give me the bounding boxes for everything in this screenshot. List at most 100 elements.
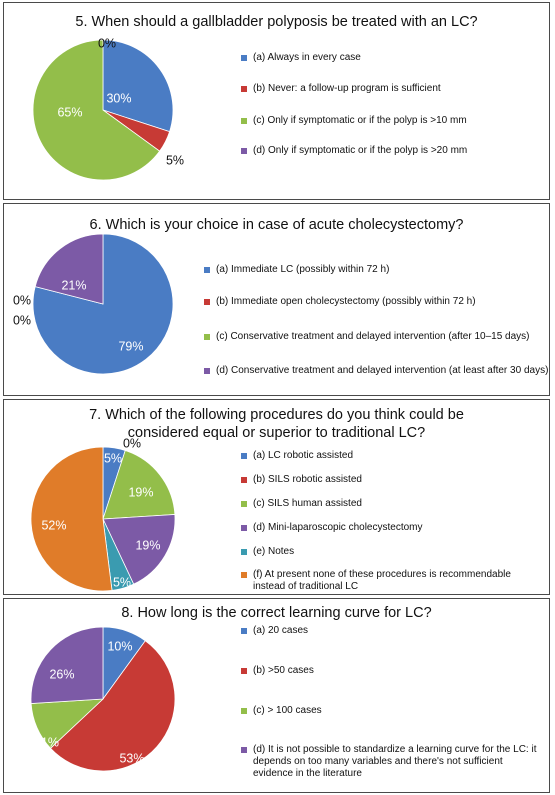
title-line: 7. Which of the following procedures do …: [89, 407, 464, 423]
chart-legend: (a) Immediate LC (possibly within 72 h) …: [204, 204, 549, 397]
data-label: 0%: [13, 293, 31, 307]
title-line: considered equal or superior to traditio…: [127, 425, 426, 441]
chart-title: 5. When should a gallbladder polyposis b…: [4, 13, 549, 31]
data-label: 0%: [13, 313, 31, 327]
pie-slice: [30, 626, 104, 704]
chart-legend: (a) 20 cases (b) >50 cases (c) > 100 cas…: [241, 599, 546, 794]
chart-panel-8: 8. How long is the correct learning curv…: [3, 598, 550, 793]
pie-slice: [32, 39, 161, 181]
legend-swatch: [241, 86, 247, 92]
legend-label: (a) Always in every case: [253, 52, 361, 63]
legend-swatch: [204, 334, 210, 340]
data-label: 52%: [41, 518, 66, 532]
chart-panel-5: 5. When should a gallbladder polyposis b…: [3, 2, 550, 200]
legend-label: (c) SILS human assisted: [253, 498, 362, 509]
data-label: 79%: [118, 339, 143, 353]
legend-item: (b) Never: a follow-up program is suffic…: [241, 83, 441, 95]
legend-item: (c) Conservative treatment and delayed i…: [204, 331, 530, 343]
legend-label: (c) Conservative treatment and delayed i…: [216, 331, 530, 342]
legend-label: (b) Never: a follow-up program is suffic…: [253, 83, 441, 94]
legend-item: (d) Only if symptomatic or if the polyp …: [241, 145, 467, 157]
data-label: 26%: [49, 667, 74, 681]
legend-item: (f) At present none of these procedures …: [241, 569, 531, 593]
legend-swatch: [204, 368, 210, 374]
legend-item: (a) 20 cases: [241, 625, 308, 637]
legend-swatch: [241, 453, 247, 459]
legend-label: (c) > 100 cases: [253, 705, 322, 716]
legend-swatch: [241, 628, 247, 634]
legend-item: (c) Only if symptomatic or if the polyp …: [241, 115, 467, 127]
pie-slice: [102, 514, 176, 585]
legend-label: (a) LC robotic assisted: [253, 450, 354, 461]
legend-label: (f) At present none of these procedures …: [253, 569, 511, 592]
pie-chart: 30% 5% 65% 0%: [32, 36, 184, 181]
chart-title: 8. How long is the correct learning curv…: [4, 604, 549, 622]
data-label: 5%: [166, 153, 184, 167]
legend-label: (e) Notes: [253, 546, 295, 557]
data-label: 21%: [61, 278, 86, 292]
pie-chart: 79% 0% 0% 21%: [13, 233, 174, 375]
legend-item: (b) SILS robotic assisted: [241, 474, 362, 486]
legend-swatch: [241, 549, 247, 555]
chart-legend: (a) LC robotic assisted (b) SILS robotic…: [241, 400, 546, 596]
legend-item: (d) It is not possible to standardize a …: [241, 744, 541, 780]
legend-label: (d) Only if symptomatic or if the polyp …: [253, 145, 468, 156]
data-label: 10%: [107, 639, 132, 653]
legend-swatch: [241, 708, 247, 714]
pie-slice: [30, 446, 113, 592]
legend-swatch: [241, 572, 247, 578]
legend-swatch: [241, 747, 247, 753]
data-label: 5%: [104, 451, 122, 465]
chart-panel-6: 6. Which is your choice in case of acute…: [3, 203, 550, 396]
chart-legend: (a) Always in every case (b) Never: a fo…: [241, 3, 546, 201]
legend-swatch: [241, 525, 247, 531]
data-label: 53%: [119, 751, 144, 765]
chart-panel-7: 7. Which of the following procedures do …: [3, 399, 550, 595]
legend-item: (c) > 100 cases: [241, 705, 322, 717]
legend-swatch: [204, 267, 210, 273]
pie-chart: 10% 53% 11% 26%: [30, 626, 176, 772]
legend-label: (b) SILS robotic assisted: [253, 474, 362, 485]
title-line: 8. How long is the correct learning curv…: [121, 605, 432, 621]
pie-chart: 5%0%19%19%5%52%: [30, 436, 176, 592]
legend-swatch: [241, 148, 247, 154]
legend-label: (a) 20 cases: [253, 625, 309, 636]
legend-swatch: [204, 299, 210, 305]
legend-swatch: [241, 501, 247, 507]
chart-title: 6. Which is your choice in case of acute…: [4, 216, 549, 234]
pie-slice: [102, 39, 174, 133]
data-label: 19%: [135, 538, 160, 552]
legend-swatch: [241, 55, 247, 61]
legend-label: (a) Immediate LC (possibly within 72 h): [216, 264, 390, 275]
pie-slice: [49, 640, 176, 772]
legend-label: (d) Mini-laparoscopic cholecystectomy: [253, 522, 423, 533]
legend-swatch: [241, 668, 247, 674]
legend-item: (a) Always in every case: [241, 52, 361, 64]
data-label: 19%: [128, 485, 153, 499]
data-label: 11%: [35, 735, 59, 749]
data-label: 30%: [106, 91, 131, 105]
legend-item: (b) Immediate open cholecystectomy (poss…: [204, 296, 476, 308]
legend-item: (b) >50 cases: [241, 665, 314, 677]
legend-item: (a) LC robotic assisted: [241, 450, 353, 462]
data-label: 5%: [113, 575, 131, 589]
legend-item: (d) Conservative treatment and delayed i…: [204, 365, 548, 377]
title-line: 6. Which is your choice in case of acute…: [89, 217, 464, 233]
data-label: 0%: [98, 36, 116, 50]
legend-label: (b) Immediate open cholecystectomy (poss…: [216, 296, 476, 307]
legend-swatch: [241, 118, 247, 124]
legend-label: (d) Conservative treatment and delayed i…: [216, 365, 549, 376]
data-label: 0%: [123, 436, 141, 450]
legend-swatch: [241, 477, 247, 483]
pie-slice: [34, 233, 104, 305]
legend-item: (d) Mini-laparoscopic cholecystectomy: [241, 522, 423, 534]
legend-item: (a) Immediate LC (possibly within 72 h): [204, 264, 389, 276]
pie-slice: [102, 450, 176, 520]
legend-item: (c) SILS human assisted: [241, 498, 362, 510]
data-label: 65%: [57, 105, 82, 119]
legend-label: (d) It is not possible to standardize a …: [253, 744, 537, 779]
title-line: 5. When should a gallbladder polyposis b…: [75, 14, 478, 30]
chart-title: 7. Which of the following procedures do …: [4, 406, 549, 442]
legend-label: (b) >50 cases: [253, 665, 314, 676]
legend-item: (e) Notes: [241, 546, 294, 558]
